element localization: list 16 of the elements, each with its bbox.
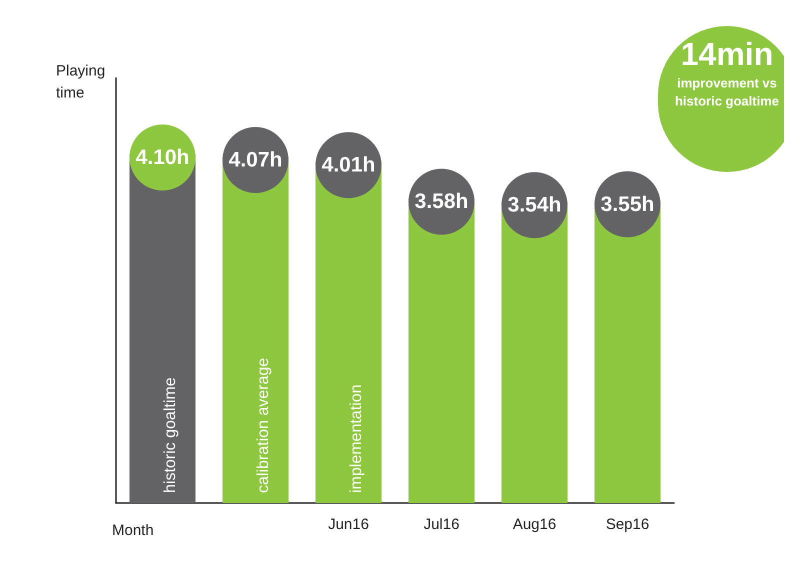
x-tick-label: Aug16: [512, 516, 556, 533]
data-label: 4.07h: [228, 148, 282, 172]
data-label: 4.01h: [322, 154, 376, 177]
annotation: calibration average: [255, 358, 272, 493]
data-label: 4.10h: [136, 146, 190, 169]
x-tick-label: Jul16: [424, 516, 460, 533]
x-axis-title: Month: [112, 522, 154, 539]
y-axis-title: Playing time: [56, 62, 110, 102]
annotation: historic goaltime: [162, 377, 179, 493]
x-tick-label: Jun16: [328, 516, 369, 533]
data-label: 3.58h: [414, 190, 468, 214]
x-tick-label: Sep16: [606, 516, 650, 533]
data-label: 3.55h: [600, 192, 654, 216]
text: 14min improvement vs historic goaltime: [674, 36, 780, 108]
data-label: 3.54h: [508, 194, 562, 217]
annotation: implementation: [348, 384, 365, 493]
